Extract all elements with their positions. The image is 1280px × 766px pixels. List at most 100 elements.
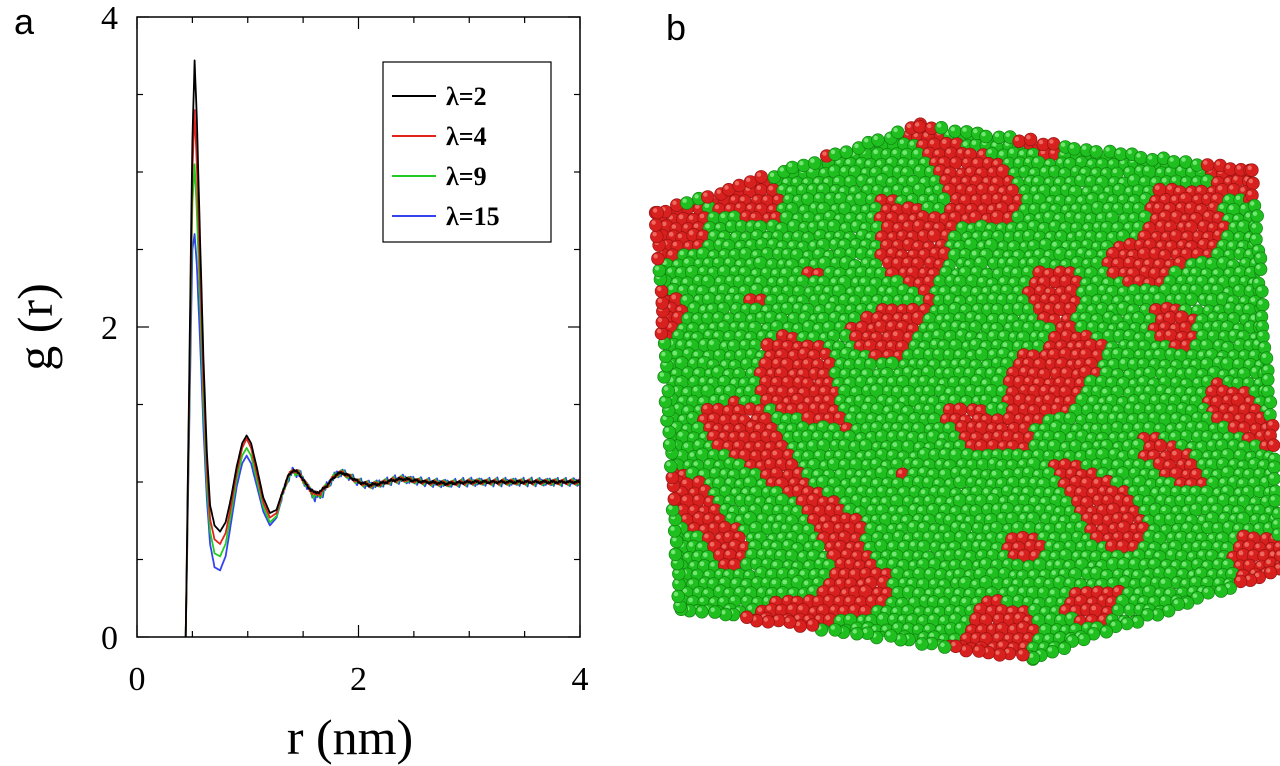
bead-green xyxy=(974,112,987,125)
bead-green xyxy=(682,110,695,123)
bead-green xyxy=(1148,126,1164,135)
bead-green xyxy=(866,126,880,135)
bead-green xyxy=(840,642,854,657)
bead-red xyxy=(1207,146,1221,161)
bead-red xyxy=(1258,147,1272,162)
bead-green xyxy=(676,175,691,190)
bead-red xyxy=(1238,623,1253,637)
bead-red xyxy=(1253,594,1268,610)
bead-red xyxy=(801,139,816,154)
bead-green xyxy=(1259,351,1274,365)
bead-green xyxy=(843,649,859,658)
bead-green xyxy=(1205,110,1219,124)
bead-red xyxy=(719,155,734,170)
bead-green xyxy=(672,112,685,125)
bead-red xyxy=(1221,650,1237,658)
bead-red xyxy=(740,610,754,624)
chart-series-lines xyxy=(184,59,581,638)
bead-green xyxy=(1157,137,1172,152)
bead-red xyxy=(1226,146,1242,162)
bead-red xyxy=(656,130,664,144)
bead-green xyxy=(1249,221,1263,235)
bead-green xyxy=(1255,298,1270,312)
bead-green xyxy=(1067,142,1081,156)
bead-green xyxy=(1180,126,1194,134)
bead-red xyxy=(1274,302,1280,317)
bead-red xyxy=(1246,176,1260,191)
bead-red xyxy=(1249,659,1262,672)
bead-red xyxy=(1233,649,1247,658)
x-tick-label: 0 xyxy=(129,661,146,698)
bead-red xyxy=(1210,126,1225,134)
bead-green xyxy=(713,112,726,125)
bead-green xyxy=(965,126,980,127)
bead-green xyxy=(656,167,665,181)
bead-red xyxy=(1216,621,1231,636)
bead-green xyxy=(656,504,668,520)
bead-green xyxy=(1165,111,1178,124)
bead-red xyxy=(734,659,747,672)
bead-green xyxy=(1221,612,1236,627)
bead-green xyxy=(723,148,738,163)
bead-green xyxy=(1164,659,1178,673)
bead-green xyxy=(701,129,716,143)
bead-green xyxy=(1267,472,1280,486)
bead-green xyxy=(1126,632,1141,647)
bead-green xyxy=(1250,209,1264,223)
bead-red xyxy=(794,129,810,144)
panel-letter-a: a xyxy=(14,1,35,42)
bead-green xyxy=(656,531,665,546)
bead-green xyxy=(891,125,905,139)
bead-green xyxy=(985,147,999,161)
bead-green xyxy=(1143,641,1158,656)
bead-green xyxy=(656,650,659,658)
bead-green xyxy=(1275,230,1280,245)
bead-green xyxy=(680,196,694,210)
bead-green xyxy=(1253,126,1268,135)
bead-red xyxy=(1264,156,1278,171)
legend-label: λ=9 xyxy=(446,162,487,191)
bead-green xyxy=(680,622,695,637)
bead-red xyxy=(1262,631,1277,645)
bead-green xyxy=(1164,129,1179,144)
bead-red xyxy=(1205,623,1220,638)
bead-green xyxy=(837,201,852,216)
bead-green xyxy=(879,640,894,655)
bead-green xyxy=(656,375,657,390)
gr-line-chart: 0 2 4 0 2 4 r (nm) g (r) λ=2 λ=4 λ=9 λ=15 xyxy=(7,0,589,765)
bead-green xyxy=(1144,623,1159,638)
bead-green xyxy=(1265,650,1279,658)
bead-green xyxy=(656,576,668,591)
bead-green xyxy=(753,640,768,655)
bead-red xyxy=(667,492,681,506)
bead-red xyxy=(761,615,775,629)
bead-red xyxy=(750,631,764,645)
bead-green xyxy=(944,112,957,125)
bead-green xyxy=(1122,112,1135,125)
bead-green xyxy=(853,126,868,133)
bead-red xyxy=(1264,594,1279,608)
bead-green xyxy=(849,110,862,123)
bead-red xyxy=(651,251,665,266)
bead-green xyxy=(664,612,678,626)
bead-green xyxy=(1167,155,1181,169)
bead-red xyxy=(697,173,711,188)
bead-green xyxy=(1099,128,1114,142)
x-axis-title: r (nm) xyxy=(287,709,413,765)
bead-green xyxy=(1100,642,1114,656)
bead-red xyxy=(1122,660,1136,674)
bead-red xyxy=(1201,651,1216,658)
bead-green xyxy=(1183,640,1198,655)
bead-green xyxy=(1275,376,1280,390)
bead-green xyxy=(760,650,774,658)
bead-green xyxy=(691,110,705,124)
bead-green xyxy=(656,413,658,427)
bead-red xyxy=(1258,111,1272,125)
bead-green xyxy=(1168,139,1183,153)
legend-box xyxy=(382,61,552,243)
bead-red xyxy=(706,648,721,658)
bead-green xyxy=(750,126,765,133)
bead-green xyxy=(1265,138,1280,153)
bead-red xyxy=(1012,134,1026,148)
